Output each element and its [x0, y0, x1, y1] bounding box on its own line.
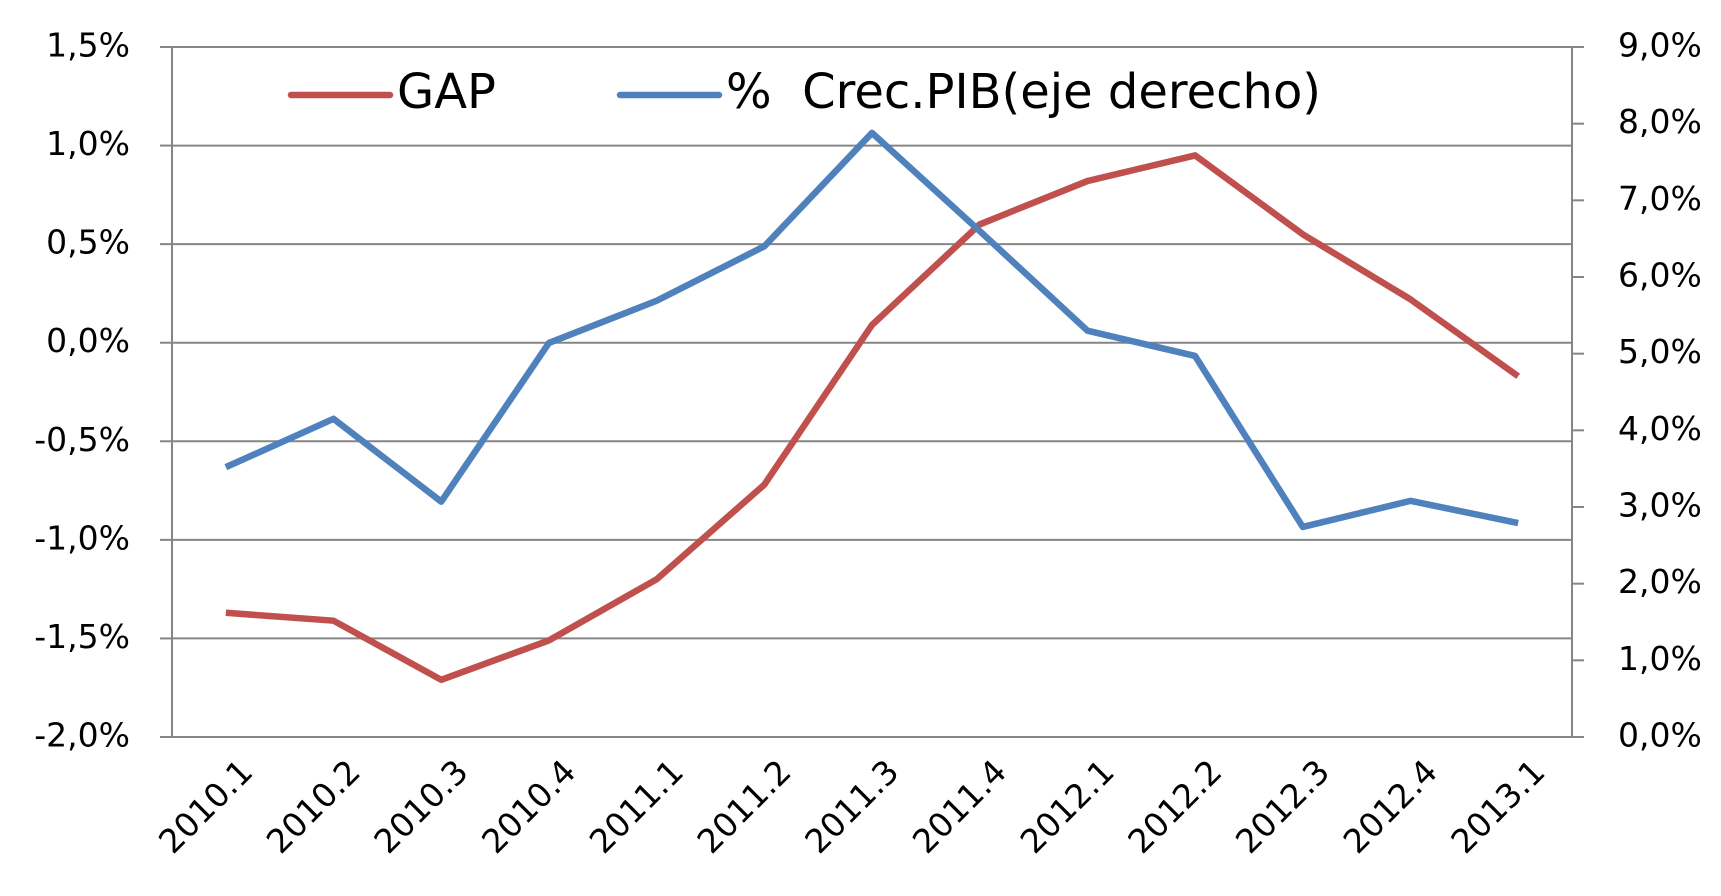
y2-tick-label: 0,0% [1618, 716, 1702, 755]
series-line [224, 129, 1519, 531]
y-tick-label: -1,0% [34, 518, 130, 557]
y-tick-label: 0,0% [46, 321, 130, 360]
x-tick-label: 2011.4 [905, 752, 1014, 861]
x-tick-label: 2012.1 [1013, 752, 1122, 861]
x-tick-label: 2010.2 [259, 752, 368, 861]
y2-tick-label: 1,0% [1618, 639, 1702, 678]
y2-tick-label: 2,0% [1618, 562, 1702, 601]
y2-tick-label: 5,0% [1618, 332, 1702, 371]
y-tick-label: 0,5% [46, 223, 130, 262]
y-tick-label: 1,5% [46, 26, 130, 65]
x-tick-label: 2010.4 [474, 752, 583, 861]
y2-tick-label: 4,0% [1618, 409, 1702, 448]
y2-tick-label: 3,0% [1618, 486, 1702, 525]
x-tick-label: 2011.1 [582, 752, 691, 861]
y-tick-label: -2,0% [34, 716, 130, 755]
x-tick-label: 2011.2 [689, 752, 798, 861]
x-tick-label: 2012.2 [1120, 752, 1229, 861]
x-tick-label: 2010.1 [151, 752, 260, 861]
x-tick-label: 2013.1 [1443, 752, 1552, 861]
y2-tick-label: 8,0% [1618, 102, 1702, 141]
legend-label: GAP [397, 64, 496, 120]
y-tick-label: -0,5% [34, 420, 130, 459]
y2-tick-label: 7,0% [1618, 179, 1702, 218]
y2-tick-label: 9,0% [1618, 26, 1702, 65]
y2-tick-label: 6,0% [1618, 256, 1702, 295]
y-tick-label: -1,5% [34, 617, 130, 656]
x-tick-label: 2012.3 [1228, 752, 1337, 861]
x-tick-label: 2011.3 [797, 752, 906, 861]
x-tick-label: 2010.3 [366, 752, 475, 861]
y-tick-label: 1,0% [46, 124, 130, 163]
legend-label: % Crec.PIB(eje derecho) [726, 64, 1321, 120]
series-line [225, 152, 1521, 684]
x-tick-label: 2012.4 [1336, 752, 1445, 861]
